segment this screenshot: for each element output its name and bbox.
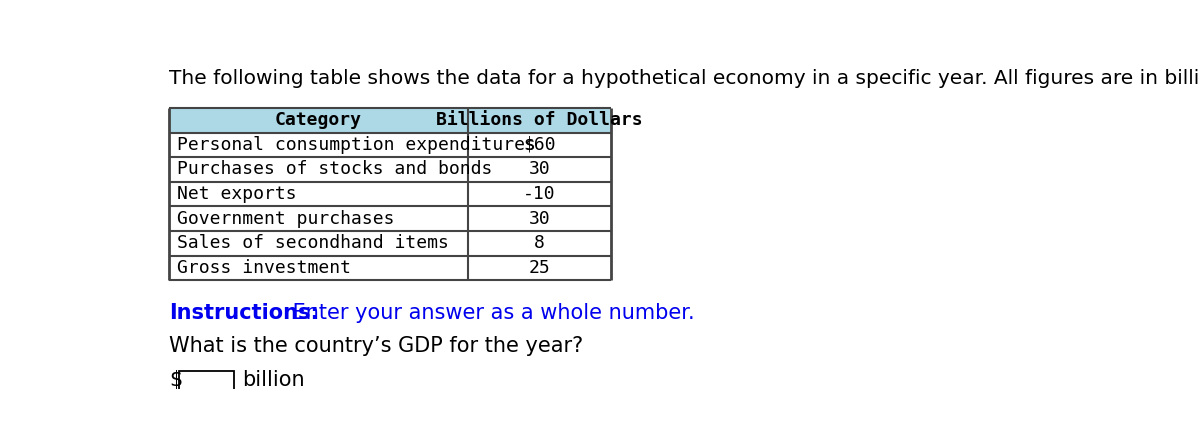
Text: 30: 30 [528, 160, 551, 178]
Text: Billions of Dollars: Billions of Dollars [436, 111, 643, 129]
Bar [169, 206, 611, 231]
Bar [169, 132, 611, 157]
Text: Purchases of stocks and bonds: Purchases of stocks and bonds [178, 160, 492, 178]
Text: Enter your answer as a whole number.: Enter your answer as a whole number. [286, 303, 694, 323]
Bar [169, 256, 611, 281]
Text: Government purchases: Government purchases [178, 210, 395, 228]
Bar [169, 231, 611, 256]
Bar [169, 157, 611, 182]
Text: $: $ [169, 370, 182, 390]
Bar [179, 371, 234, 390]
Text: Instructions:: Instructions: [169, 303, 319, 323]
Text: $60: $60 [523, 136, 556, 154]
Text: 30: 30 [528, 210, 551, 228]
Text: 25: 25 [528, 259, 551, 277]
Text: Net exports: Net exports [178, 185, 296, 203]
Text: Personal consumption expenditures: Personal consumption expenditures [178, 136, 536, 154]
Bar [169, 182, 611, 206]
Text: What is the country’s GDP for the year?: What is the country’s GDP for the year? [169, 336, 583, 356]
Text: -10: -10 [523, 185, 556, 203]
Text: billion: billion [242, 370, 305, 390]
Text: Category: Category [275, 111, 362, 129]
Text: The following table shows the data for a hypothetical economy in a specific year: The following table shows the data for a… [169, 69, 1200, 88]
Text: Sales of secondhand items: Sales of secondhand items [178, 234, 449, 253]
Text: 8: 8 [534, 234, 545, 253]
Bar [169, 108, 611, 132]
Text: Gross investment: Gross investment [178, 259, 352, 277]
